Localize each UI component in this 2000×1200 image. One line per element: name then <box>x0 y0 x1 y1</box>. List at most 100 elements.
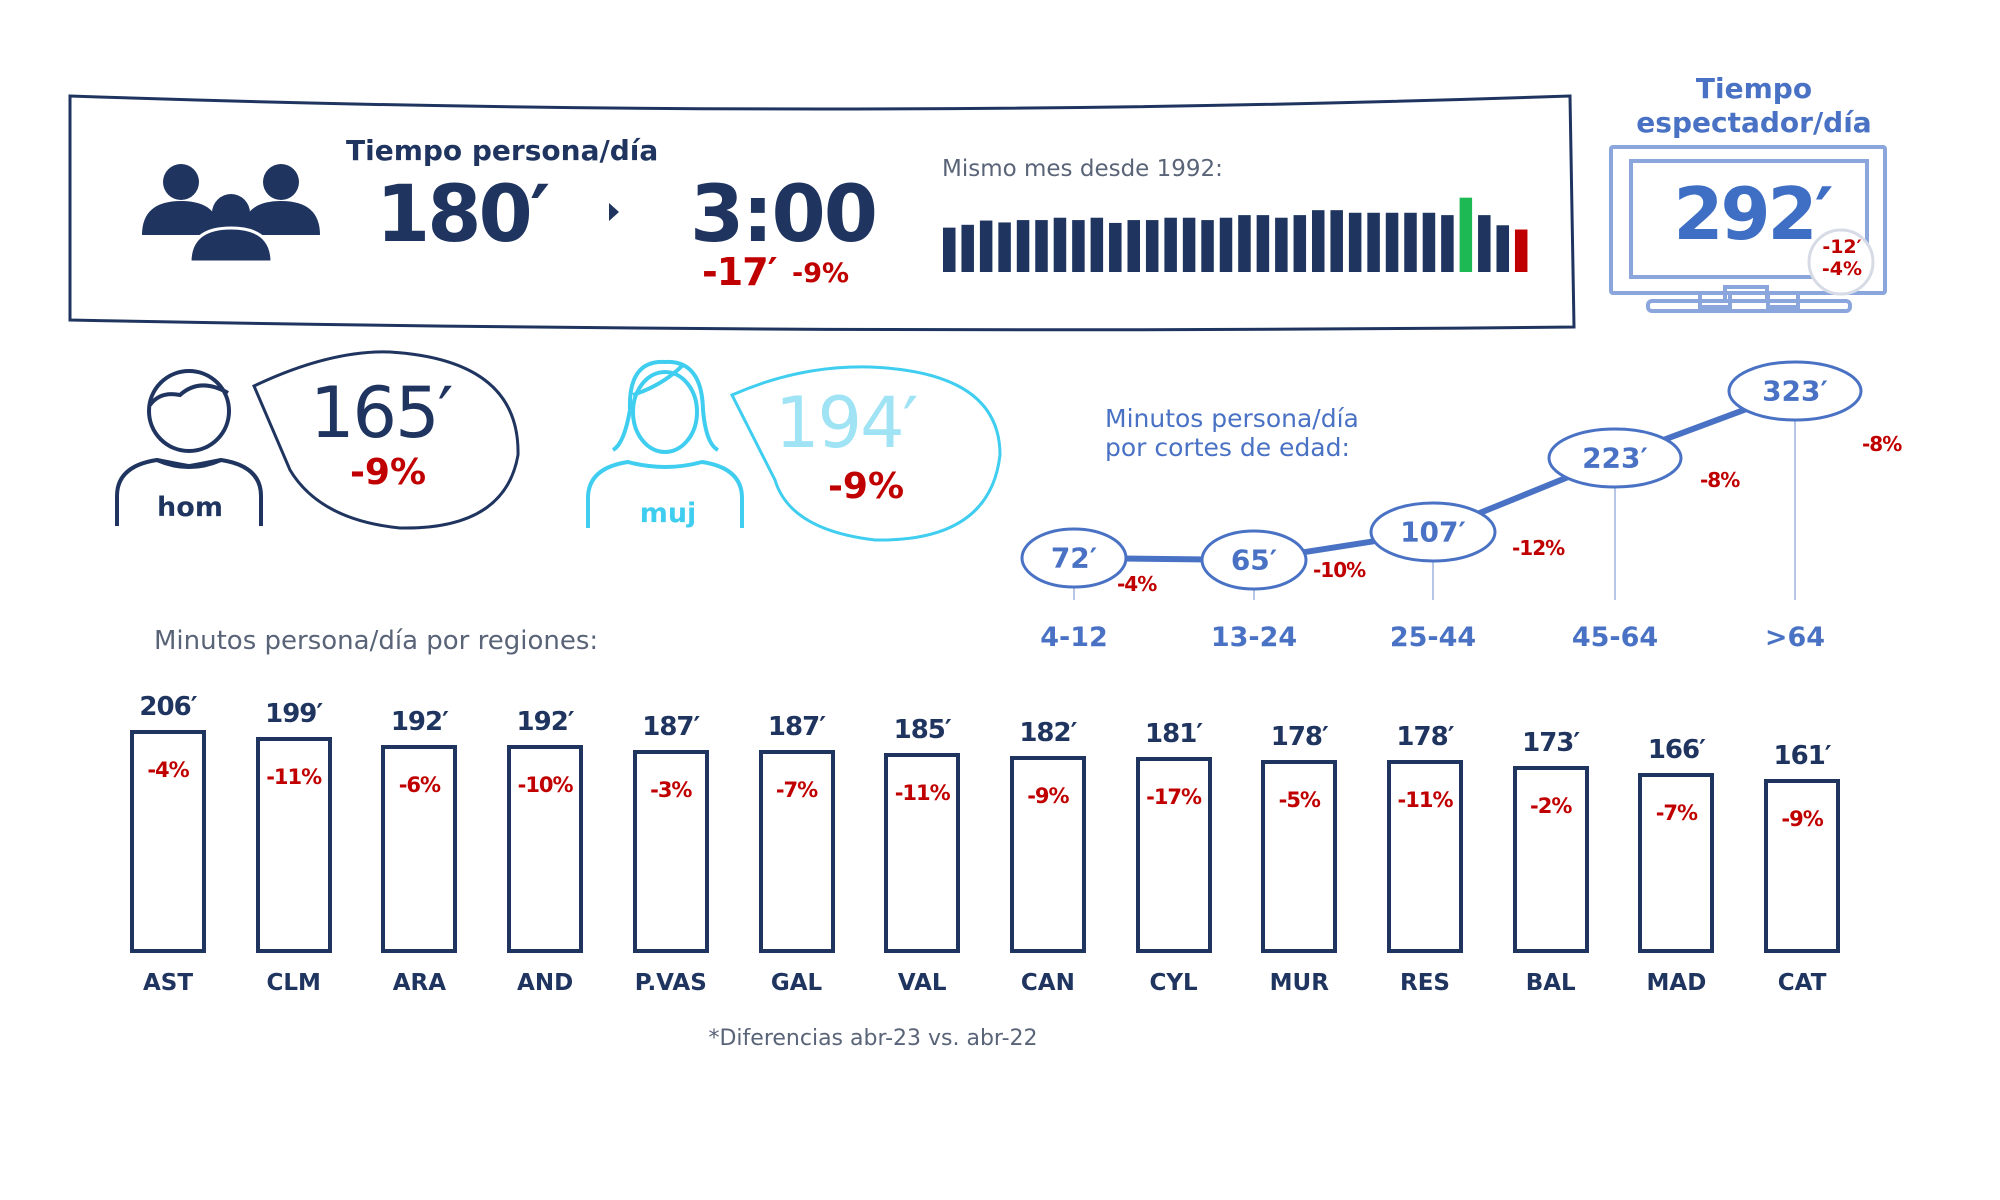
summary-minutes: 180′ <box>376 170 550 260</box>
history-bar-1996 <box>1016 220 1030 272</box>
age-value-label: 323′ <box>1762 374 1828 408</box>
women-minutes: 194′ <box>775 382 919 464</box>
region-bar-CAT <box>1764 778 1841 953</box>
history-bar-2022 <box>1496 225 1509 272</box>
region-bar-P.VAS <box>632 750 709 953</box>
region-bar-RES <box>1387 760 1463 953</box>
region-category-label: GAL <box>770 970 823 996</box>
history-bar-1995 <box>998 222 1011 272</box>
age-point-25-44 <box>1369 501 1497 563</box>
region-category-label: RES <box>1400 970 1450 996</box>
region-diff-label: -11% <box>1397 788 1454 813</box>
women-label: muj <box>639 498 697 529</box>
region-value-label: 166′ <box>1647 735 1706 766</box>
region-value-label: 187′ <box>767 712 826 743</box>
history-bar-2009 <box>1256 215 1270 272</box>
region-value-label: 192′ <box>516 707 575 738</box>
age-title-line1: Minutos persona/día <box>1105 404 1359 433</box>
region-value-label: 206′ <box>139 691 197 722</box>
history-bar-2023 <box>1514 229 1528 272</box>
region-value-label: 181′ <box>1145 718 1203 749</box>
region-category-label: MAD <box>1646 970 1707 996</box>
history-bar-2010 <box>1275 217 1288 272</box>
men-diff: -9% <box>349 452 427 493</box>
history-bar-1999 <box>1072 220 1085 272</box>
region-value-label: 199′ <box>265 699 323 730</box>
summary-diff-minutes: -17′ <box>702 250 778 294</box>
viewer-title: Tiempo espectador/día <box>1636 72 1871 140</box>
summary-hours: 3:00 <box>690 170 878 260</box>
viewer-title-line1: Tiempo <box>1695 72 1813 105</box>
history-bar-2002 <box>1127 220 1140 272</box>
region-category-label: AST <box>142 970 194 996</box>
age-diff-label: -4% <box>1117 572 1157 596</box>
history-bar-1993 <box>961 224 974 272</box>
age-diff-label: -10% <box>1313 558 1366 582</box>
history-bar-2012 <box>1312 210 1325 272</box>
history-bar-1997 <box>1035 220 1048 272</box>
woman-icon <box>586 359 744 528</box>
region-diff-label: -11% <box>266 765 322 790</box>
man-speech-bubble <box>252 350 520 530</box>
age-diff-label: -8% <box>1862 432 1902 456</box>
history-bar-1994 <box>979 220 993 272</box>
region-diff-label: -11% <box>894 780 951 805</box>
women-diff: -9% <box>827 466 905 507</box>
region-category-label: CAT <box>1777 970 1827 996</box>
region-diff-label: -9% <box>1781 806 1823 831</box>
region-category-label: MUR <box>1269 970 1329 996</box>
age-diff-label: -8% <box>1700 468 1740 492</box>
history-bar-2013 <box>1330 210 1343 272</box>
men-minutes: 165′ <box>310 372 454 454</box>
history-bar-2011 <box>1293 215 1307 272</box>
viewer-minutes: 292′ <box>1673 172 1833 256</box>
region-bar-AND <box>507 745 584 953</box>
region-category-label: ARA <box>392 970 447 996</box>
age-value-label: 223′ <box>1582 441 1648 475</box>
region-category-label: CYL <box>1149 970 1198 996</box>
region-category-label: CLM <box>266 970 321 996</box>
region-diff-label: -7% <box>775 778 818 803</box>
viewer-diff-badge <box>1807 228 1875 296</box>
region-diff-label: -3% <box>650 778 692 803</box>
history-bar-2018 <box>1422 212 1436 272</box>
region-bar-AST <box>130 729 206 953</box>
men-label: hom <box>157 492 223 523</box>
region-bar-ARA <box>381 745 458 953</box>
age-category-label: 25-44 <box>1389 622 1477 653</box>
region-category-label: BAL <box>1525 970 1576 996</box>
region-value-label: 192′ <box>390 707 449 738</box>
region-diff-label: -17% <box>1146 784 1202 809</box>
age-point-13-24 <box>1200 529 1308 591</box>
region-diff-label: -5% <box>1278 788 1321 813</box>
history-bar-2016 <box>1385 212 1399 272</box>
age-category-label: 4-12 <box>1040 622 1108 653</box>
region-bar-BAL <box>1512 765 1589 953</box>
woman-speech-bubble <box>729 365 1002 542</box>
viewer-diff-percent: -4% <box>1821 258 1863 280</box>
age-value-label: 72′ <box>1050 541 1098 575</box>
region-bar-MUR <box>1261 760 1338 953</box>
summary-box-frame <box>68 94 1576 332</box>
region-value-label: 178′ <box>1396 722 1454 753</box>
tv-monitor-icon <box>1609 145 1887 313</box>
viewer-diff-minutes: -12′ <box>1822 236 1862 258</box>
region-diff-label: -4% <box>147 757 189 782</box>
region-diff-label: -6% <box>398 773 441 798</box>
arrow-right-icon <box>609 203 619 221</box>
history-bar-2001 <box>1109 222 1122 272</box>
age-category-label: 13-24 <box>1210 622 1298 653</box>
history-bar-2008 <box>1238 215 1251 272</box>
age-category-label: 45-64 <box>1571 622 1659 653</box>
region-value-label: 173′ <box>1522 727 1580 758</box>
region-diff-label: -10% <box>517 773 574 798</box>
history-bar-2019 <box>1441 215 1454 272</box>
region-category-label: P.VAS <box>634 970 707 996</box>
region-diff-label: -9% <box>1027 783 1069 808</box>
region-bar-CYL <box>1135 756 1212 953</box>
region-value-label: 182′ <box>1019 717 1077 748</box>
people-icon <box>142 164 320 264</box>
history-bar-2015 <box>1367 212 1380 272</box>
history-bar-2003 <box>1145 220 1159 272</box>
